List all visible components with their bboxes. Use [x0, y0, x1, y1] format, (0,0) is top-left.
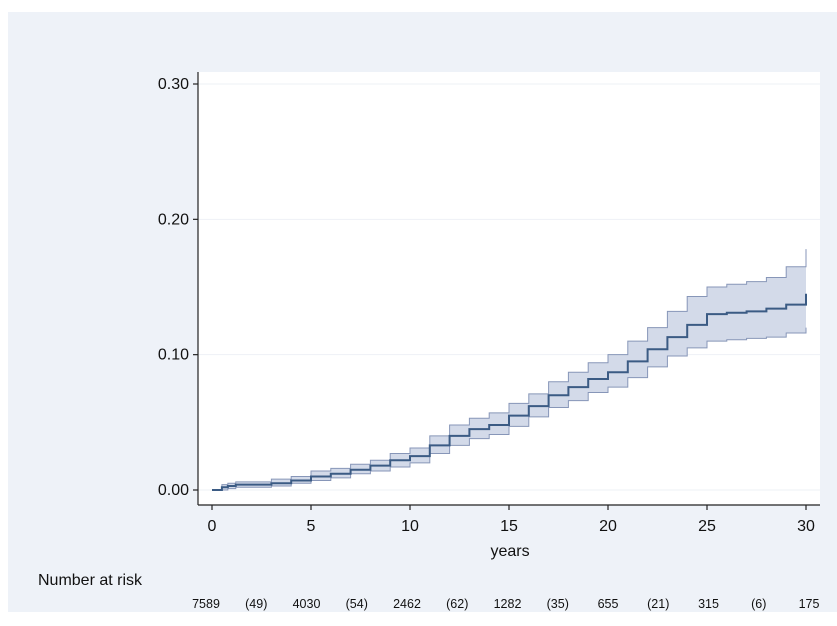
risk-count-0: 7589	[192, 597, 220, 611]
risk-count-8: 655	[598, 597, 619, 611]
risk-count-10: 315	[698, 597, 719, 611]
y-tick-label-0: 0.00	[158, 482, 189, 499]
risk-count-7: (35)	[547, 597, 569, 611]
x-tick-label-1: 5	[307, 518, 316, 535]
x-axis-label: years	[490, 543, 529, 560]
risk-count-9: (21)	[647, 597, 669, 611]
x-tick-label-6: 30	[797, 518, 815, 535]
y-tick-label-3: 0.30	[158, 76, 189, 93]
x-tick-label-4: 20	[599, 518, 617, 535]
x-tick-label-5: 25	[698, 518, 716, 535]
x-tick-label-0: 0	[208, 518, 217, 535]
risk-count-2: 4030	[293, 597, 321, 611]
risk-table-title: Number at risk	[38, 572, 143, 589]
risk-count-5: (62)	[446, 597, 468, 611]
x-tick-label-3: 15	[500, 518, 518, 535]
y-tick-label-2: 0.20	[158, 211, 189, 228]
risk-count-4: 2462	[393, 597, 421, 611]
x-tick-label-2: 10	[401, 518, 419, 535]
risk-count-3: (54)	[346, 597, 368, 611]
risk-count-12: 175	[799, 597, 820, 611]
risk-count-1: (49)	[245, 597, 267, 611]
y-tick-label-1: 0.10	[158, 347, 189, 364]
risk-count-6: 1282	[494, 597, 522, 611]
risk-count-11: (6)	[751, 597, 766, 611]
